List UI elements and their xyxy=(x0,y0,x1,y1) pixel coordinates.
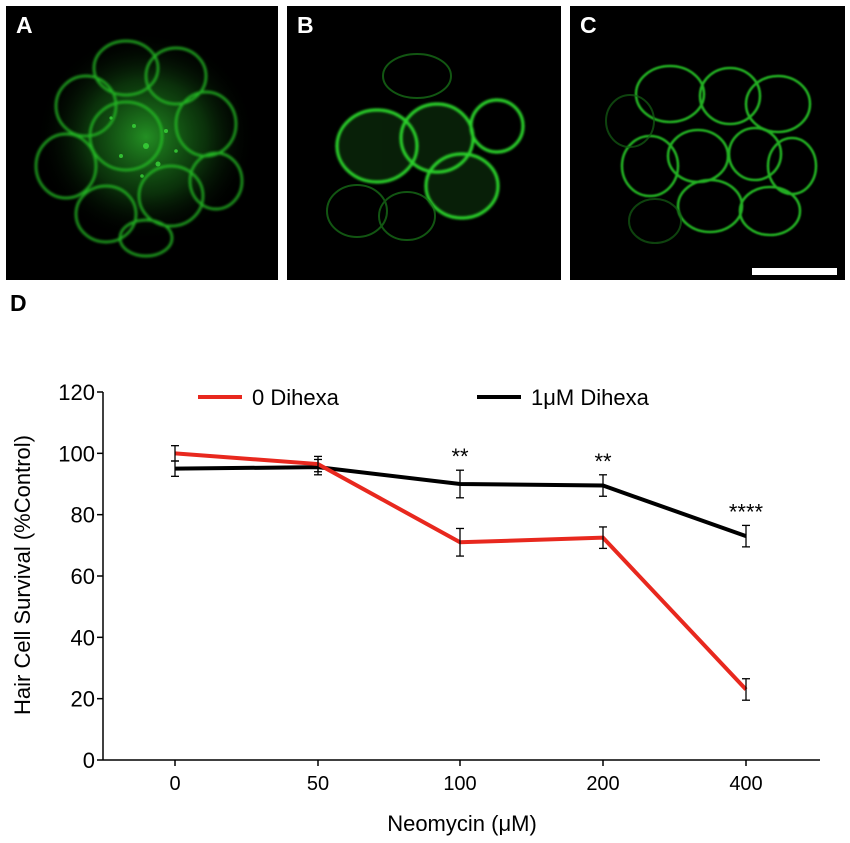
micrograph-panel-b: B xyxy=(287,6,561,280)
micrograph-b-image xyxy=(326,53,525,241)
series-zero-dihexa xyxy=(171,445,750,701)
x-tick-label: 50 xyxy=(307,773,329,795)
x-tick-label: 400 xyxy=(729,773,762,795)
micrograph-a-image xyxy=(34,36,256,258)
legend-label: 0 Dihexa xyxy=(252,385,340,410)
panel-label-b: B xyxy=(297,12,314,38)
y-tick-label: 100 xyxy=(58,441,95,466)
y-tick-label: 120 xyxy=(58,380,95,405)
y-axis-label: Hair Cell Survival (%Control) xyxy=(10,435,35,715)
legend-label: 1μM Dihexa xyxy=(531,385,650,410)
micrograph-c-image xyxy=(605,64,818,244)
series-layer xyxy=(171,445,750,701)
significance-marker: ** xyxy=(594,449,612,474)
y-axis-ticks: 0 20 40 60 80 100 120 xyxy=(58,380,103,773)
y-tick-label: 0 xyxy=(83,748,95,773)
panel-label-a: A xyxy=(16,12,33,38)
micrograph-panel-a: A xyxy=(6,6,278,280)
x-axis-ticks: 0 50 100 200 400 xyxy=(169,760,763,795)
panel-label-c: C xyxy=(580,12,597,38)
x-tick-label: 200 xyxy=(586,773,619,795)
y-tick-label: 20 xyxy=(71,687,95,712)
significance-marker: **** xyxy=(729,499,764,524)
significance-annotations: ** ****** xyxy=(451,444,763,524)
scale-bar xyxy=(752,268,837,275)
y-tick-label: 60 xyxy=(71,564,95,589)
significance-marker: ** xyxy=(451,444,469,469)
y-tick-label: 40 xyxy=(71,625,95,650)
panel-label-d: D xyxy=(10,290,27,316)
micrograph-panel-c: C xyxy=(570,6,845,280)
chart-legend: 0 Dihexa 1μM Dihexa xyxy=(198,385,650,410)
x-tick-label: 0 xyxy=(169,773,180,795)
x-axis-label: Neomycin (μM) xyxy=(387,811,537,836)
y-tick-label: 80 xyxy=(71,503,95,528)
x-tick-label: 100 xyxy=(443,773,476,795)
